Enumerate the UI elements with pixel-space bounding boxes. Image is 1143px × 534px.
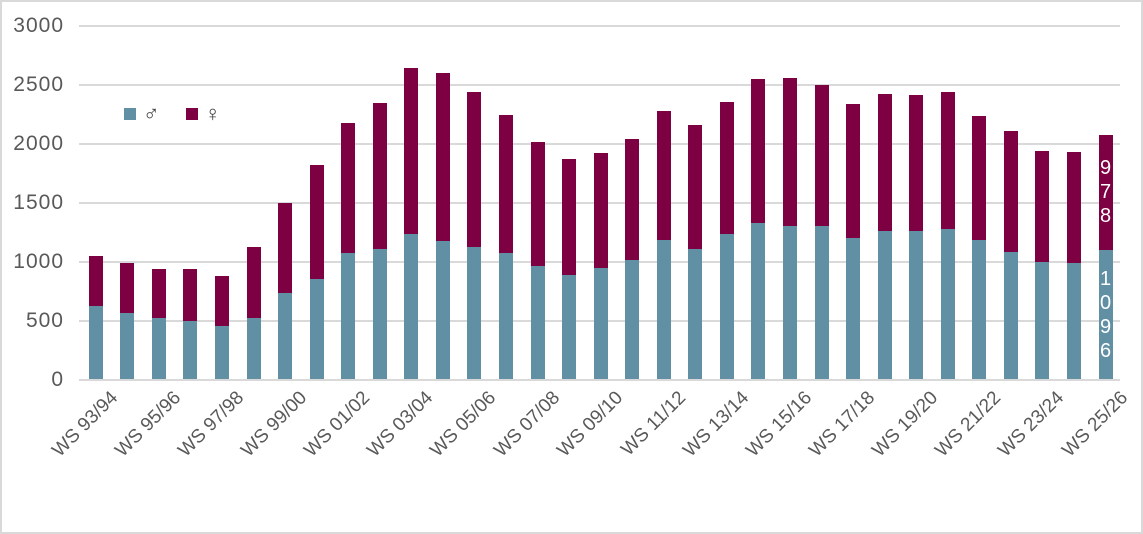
male-series-swatch-icon xyxy=(124,108,136,120)
bar-male-ws-00-01 xyxy=(309,279,324,380)
bar-female-ws-08-09 xyxy=(562,158,577,276)
y-tick-label-1000: 1000 xyxy=(13,249,64,273)
bar-female-ws-05-06 xyxy=(467,91,482,248)
bar-male-ws-97-98 xyxy=(215,325,230,380)
y-tick-label-500: 500 xyxy=(25,308,64,332)
bar-male-ws-01-02 xyxy=(341,252,356,380)
bar-female-ws-20-21 xyxy=(940,91,955,230)
bar-male-ws-96-97 xyxy=(183,321,198,380)
bar-value-label-male: 1 0 9 6 xyxy=(1100,267,1112,362)
bar-male-ws-12-13 xyxy=(688,249,703,380)
bar-male-ws-07-08 xyxy=(530,266,545,380)
legend: ♂ ♀ xyxy=(124,103,221,125)
bar-male-ws-04-05 xyxy=(435,240,450,380)
bar-male-ws-06-07 xyxy=(499,253,514,380)
bar-male-ws-02-03 xyxy=(372,248,387,380)
bar-male-ws-14-15 xyxy=(751,223,766,380)
bar-female-ws-11-12 xyxy=(656,111,671,241)
bar-female-ws-15-16 xyxy=(783,78,798,226)
bar-male-ws-05-06 xyxy=(467,247,482,380)
bar-male-ws-22-23 xyxy=(1003,252,1018,380)
female-series-label: ♀ xyxy=(204,101,222,126)
bar-male-ws-93-94 xyxy=(88,306,103,380)
bar-female-ws-10-11 xyxy=(625,138,640,261)
bar-male-ws-03-04 xyxy=(404,234,419,380)
bar-female-ws-16-17 xyxy=(814,84,829,227)
bar-female-ws-13-14 xyxy=(719,101,734,234)
bar-female-ws-94-95 xyxy=(120,263,135,313)
bar-male-ws-23-24 xyxy=(1035,262,1050,380)
bar-female-ws-97-98 xyxy=(215,275,230,326)
bar-male-ws-10-11 xyxy=(625,260,640,380)
bar-male-ws-20-21 xyxy=(940,229,955,380)
bar-female-ws-18-19 xyxy=(877,93,892,232)
bar-female-ws-24-25 xyxy=(1067,152,1082,263)
bar-female-ws-99-00 xyxy=(278,202,293,294)
gridline-2000 xyxy=(79,142,1120,145)
bar-female-ws-12-13 xyxy=(688,124,703,250)
bar-male-ws-08-09 xyxy=(562,275,577,380)
bar-male-ws-18-19 xyxy=(877,231,892,380)
gridline-3000 xyxy=(79,24,1120,27)
y-tick-label-2500: 2500 xyxy=(13,72,64,96)
bar-female-ws-98-99 xyxy=(246,246,261,318)
legend-item-female: ♀ xyxy=(185,101,222,126)
bar-female-ws-19-20 xyxy=(909,94,924,232)
bar-male-ws-16-17 xyxy=(814,226,829,380)
male-series-label: ♂ xyxy=(143,101,160,126)
y-tick-label-1500: 1500 xyxy=(13,190,64,214)
bar-female-ws-96-97 xyxy=(183,268,198,322)
gridline-0 xyxy=(79,378,1120,381)
bar-male-ws-99-00 xyxy=(278,293,293,380)
bar-male-ws-94-95 xyxy=(120,312,135,380)
bar-female-ws-00-01 xyxy=(309,164,324,280)
bar-female-ws-07-08 xyxy=(530,141,545,267)
bar-female-ws-03-04 xyxy=(404,67,419,235)
bar-female-ws-22-23 xyxy=(1003,130,1018,253)
bar-female-ws-09-10 xyxy=(593,152,608,268)
y-tick-label-2000: 2000 xyxy=(13,131,64,155)
gridline-2500 xyxy=(79,83,1120,86)
bar-female-ws-06-07 xyxy=(499,114,514,254)
bar-female-ws-04-05 xyxy=(435,72,450,241)
bar-female-ws-01-02 xyxy=(341,123,356,253)
bar-male-ws-24-25 xyxy=(1067,262,1082,380)
bar-male-ws-95-96 xyxy=(151,318,166,380)
bar-female-ws-14-15 xyxy=(751,78,766,224)
y-tick-label-0: 0 xyxy=(51,367,64,391)
bar-male-ws-15-16 xyxy=(783,225,798,380)
bar-female-ws-21-22 xyxy=(972,115,987,241)
bar-male-ws-17-18 xyxy=(846,238,861,380)
bar-male-ws-25-26 xyxy=(1098,250,1113,380)
bar-female-ws-95-96 xyxy=(151,268,166,319)
bar-female-ws-23-24 xyxy=(1035,151,1050,263)
bar-female-ws-02-03 xyxy=(372,103,387,249)
bar-male-ws-11-12 xyxy=(656,240,671,380)
bar-female-ws-25-26 xyxy=(1098,134,1113,251)
bar-male-ws-21-22 xyxy=(972,240,987,380)
bar-male-ws-98-99 xyxy=(246,317,261,380)
bar-value-label-female: 9 7 8 xyxy=(1100,157,1112,228)
bar-female-ws-17-18 xyxy=(846,103,861,239)
bar-female-ws-93-94 xyxy=(88,256,103,307)
female-series-swatch-icon xyxy=(185,108,198,120)
y-tick-label-3000: 3000 xyxy=(13,13,64,37)
legend-item-male: ♂ xyxy=(124,103,160,125)
bar-male-ws-09-10 xyxy=(593,267,608,380)
bar-male-ws-19-20 xyxy=(909,231,924,380)
bar-male-ws-13-14 xyxy=(719,233,734,380)
